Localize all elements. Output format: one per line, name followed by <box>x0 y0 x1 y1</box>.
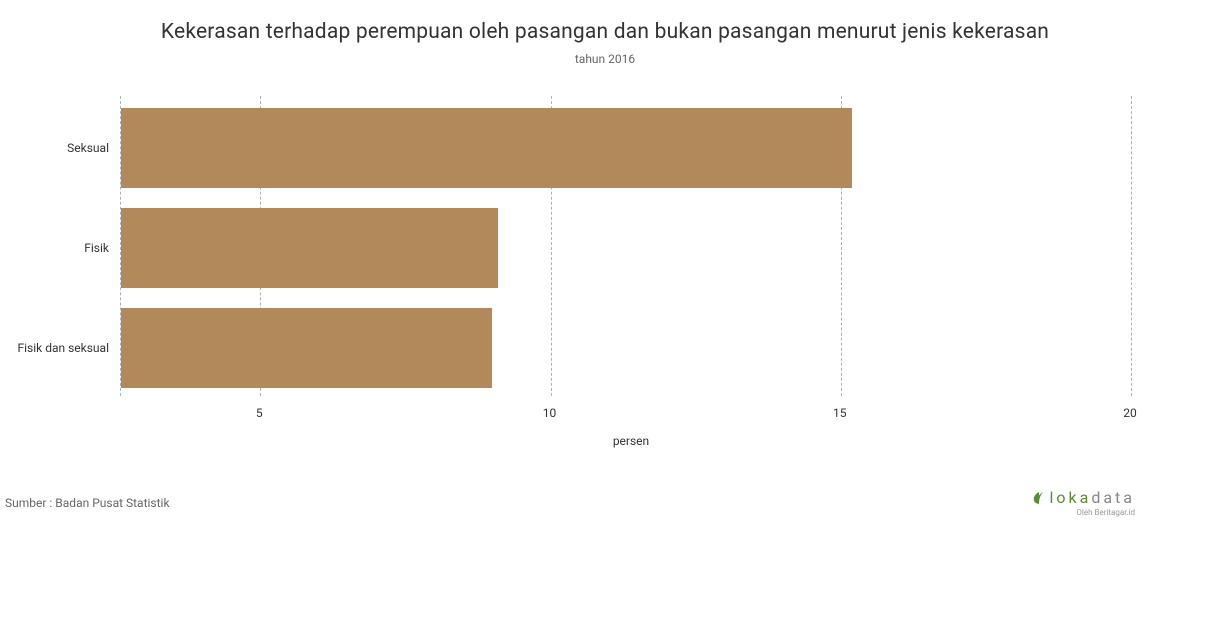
logo-text-loka: loka <box>1050 488 1092 507</box>
chart-footer: Sumber : Badan Pusat Statistik lokadata … <box>5 488 1205 517</box>
lokadata-logo: lokadata Oleh Beritagar.id <box>1032 488 1136 517</box>
logo-text: lokadata <box>1050 488 1136 507</box>
x-tick-label: 15 <box>833 406 847 420</box>
y-category-label: Fisik <box>84 241 109 255</box>
y-category-label: Fisik dan seksual <box>17 341 109 355</box>
logo-main: lokadata <box>1032 488 1136 507</box>
plot-region: SeksualFisikFisik dan seksual <box>120 96 1130 396</box>
source-text: Sumber : Badan Pusat Statistik <box>5 496 170 510</box>
logo-subtext: Oleh Beritagar.id <box>1076 508 1135 517</box>
gridline <box>1131 96 1132 396</box>
chart-title: Kekerasan terhadap perempuan oleh pasang… <box>0 0 1210 44</box>
chart-plot-area: SeksualFisikFisik dan seksual persen 510… <box>120 96 1142 406</box>
x-axis-label: persen <box>613 434 649 448</box>
x-tick-label: 20 <box>1123 406 1137 420</box>
x-tick-label: 10 <box>543 406 557 420</box>
y-category-label: Seksual <box>67 141 109 155</box>
bar <box>121 108 852 188</box>
logo-text-data: data <box>1091 488 1135 507</box>
chart-container: Kekerasan terhadap perempuan oleh pasang… <box>0 0 1210 458</box>
bar <box>121 308 492 388</box>
x-tick-label: 5 <box>256 406 263 420</box>
leaf-icon <box>1032 491 1046 505</box>
bar-row: Fisik dan seksual <box>121 298 1130 398</box>
bar-row: Fisik <box>121 198 1130 298</box>
bar <box>121 208 498 288</box>
chart-subtitle: tahun 2016 <box>0 52 1210 66</box>
bar-row: Seksual <box>121 98 1130 198</box>
